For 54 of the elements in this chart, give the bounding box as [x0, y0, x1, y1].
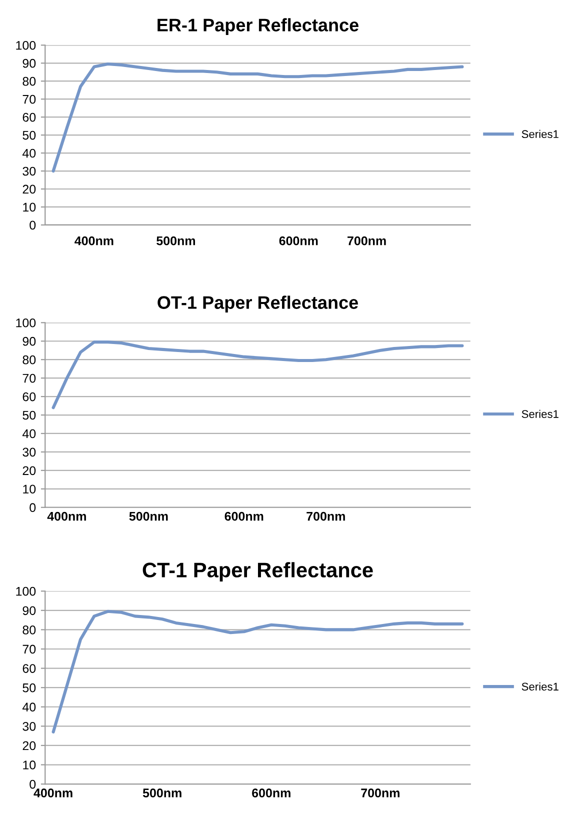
y-tick-label: 40 [22, 148, 36, 158]
y-tick-label: 20 [22, 184, 36, 194]
x-tick-label: 500nm [156, 236, 195, 246]
x-tick-label: 500nm [129, 512, 168, 521]
y-tick-label: 0 [30, 780, 36, 789]
y-tick-label: 70 [22, 374, 36, 383]
y-tick-label: 70 [22, 644, 36, 654]
y-tick-label: 50 [22, 410, 36, 420]
x-tick-label: 700nm [306, 512, 345, 521]
y-tick-label: 100 [16, 586, 36, 596]
y-tick-label: 10 [23, 202, 36, 212]
y-tick-label: 10 [23, 484, 36, 494]
y-tick-label: 40 [22, 429, 36, 438]
y-tick-label: 30 [22, 448, 36, 457]
y-tick-label: 90 [22, 336, 36, 346]
chart-title: ER-1 Paper Reflectance [158, 18, 358, 36]
y-tick-label: 60 [22, 664, 36, 673]
y-tick-label: 10 [23, 760, 36, 770]
x-tick-label: 600nm [279, 236, 318, 246]
y-tick-label: 90 [22, 58, 36, 68]
x-tick-label: 400nm [47, 512, 86, 521]
x-tick-label: 600nm [252, 788, 290, 798]
chart-title: OT-1 Paper Reflectance [158, 296, 358, 313]
x-tick-label: 700nm [361, 788, 400, 798]
x-tick-label: 400nm [74, 236, 114, 246]
y-tick-label: 30 [22, 722, 36, 731]
y-tick-label: 60 [22, 392, 36, 402]
y-tick-label: 20 [22, 466, 36, 476]
y-tick-label: 50 [22, 683, 36, 692]
x-tick-label: 400nm [34, 788, 72, 798]
y-tick-label: 60 [22, 112, 36, 122]
line-series [52, 610, 464, 734]
y-tick-label: 30 [22, 166, 36, 176]
y-tick-label: 80 [22, 76, 36, 86]
y-tick-label: 90 [22, 606, 36, 616]
y-tick-label: 100 [16, 318, 36, 328]
x-tick-label: 700nm [348, 236, 386, 246]
y-tick-label: 40 [22, 702, 36, 712]
y-tick-label: 0 [30, 503, 36, 512]
y-tick-label: 80 [22, 626, 36, 634]
y-tick-label: 70 [22, 94, 36, 104]
y-tick-label: 20 [22, 741, 36, 750]
y-tick-label: 80 [22, 355, 36, 364]
legend-label: Series1 [522, 682, 558, 691]
y-tick-label: 100 [16, 40, 36, 50]
y-tick-label: 0 [30, 220, 36, 230]
line-series [52, 62, 464, 173]
line-series [52, 340, 464, 410]
legend-label: Series1 [522, 410, 558, 418]
y-tick-label: 50 [22, 130, 36, 140]
x-tick-label: 500nm [142, 788, 182, 798]
legend-label: Series1 [522, 130, 558, 138]
x-tick-label: 600nm [224, 512, 264, 521]
chart-title: CT-1 Paper Reflectance [142, 562, 373, 582]
